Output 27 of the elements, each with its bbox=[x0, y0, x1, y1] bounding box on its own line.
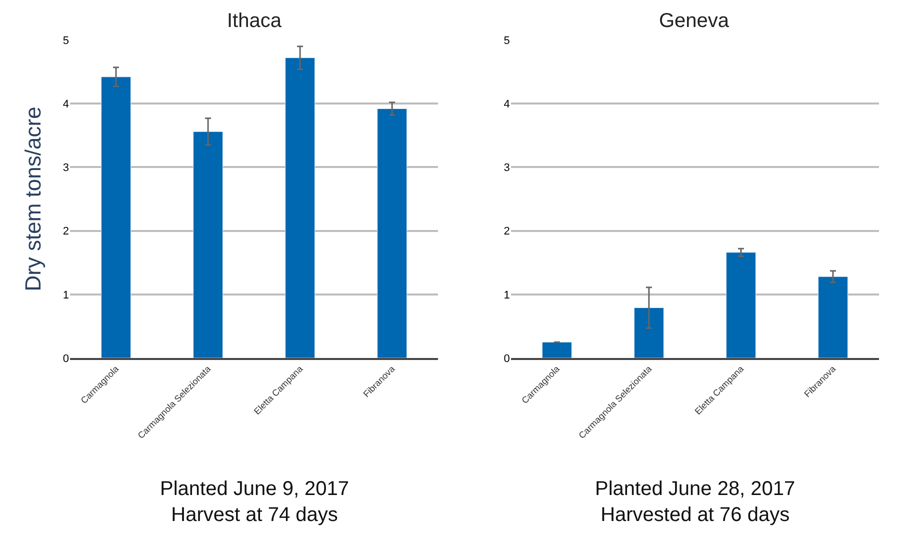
y-axis-title: Dry stem tons/acre bbox=[20, 106, 46, 292]
y-tick-label: 1 bbox=[62, 289, 69, 302]
y-tick-label: 0 bbox=[504, 352, 510, 365]
y-tick-label: 4 bbox=[504, 98, 510, 110]
bar bbox=[101, 76, 131, 358]
y-tick-label: 5 bbox=[62, 34, 69, 47]
text: Planted June 9, 2017 bbox=[160, 478, 350, 500]
bar bbox=[726, 252, 756, 358]
y-tick-label: 4 bbox=[62, 98, 69, 110]
y-tick-label: 5 bbox=[504, 34, 510, 47]
bar bbox=[818, 276, 848, 358]
chart-title: Geneva bbox=[659, 10, 730, 32]
bar bbox=[285, 58, 316, 358]
bar bbox=[193, 131, 224, 358]
bar bbox=[634, 308, 664, 358]
y-tick-label: 3 bbox=[62, 162, 69, 174]
y-tick-label: 2 bbox=[504, 226, 510, 238]
y-tick-label: 3 bbox=[504, 162, 510, 174]
y-tick-label: 0 bbox=[62, 352, 69, 365]
y-tick-label: 2 bbox=[62, 226, 69, 238]
text: Harvested at 76 days bbox=[600, 504, 790, 526]
text: Planted June 28, 2017 bbox=[595, 478, 796, 500]
bar bbox=[377, 108, 408, 358]
bar bbox=[542, 342, 572, 358]
text: Harvest at 74 days bbox=[171, 504, 338, 526]
chart-title: Ithaca bbox=[227, 10, 282, 32]
y-tick-label: 1 bbox=[504, 289, 510, 302]
